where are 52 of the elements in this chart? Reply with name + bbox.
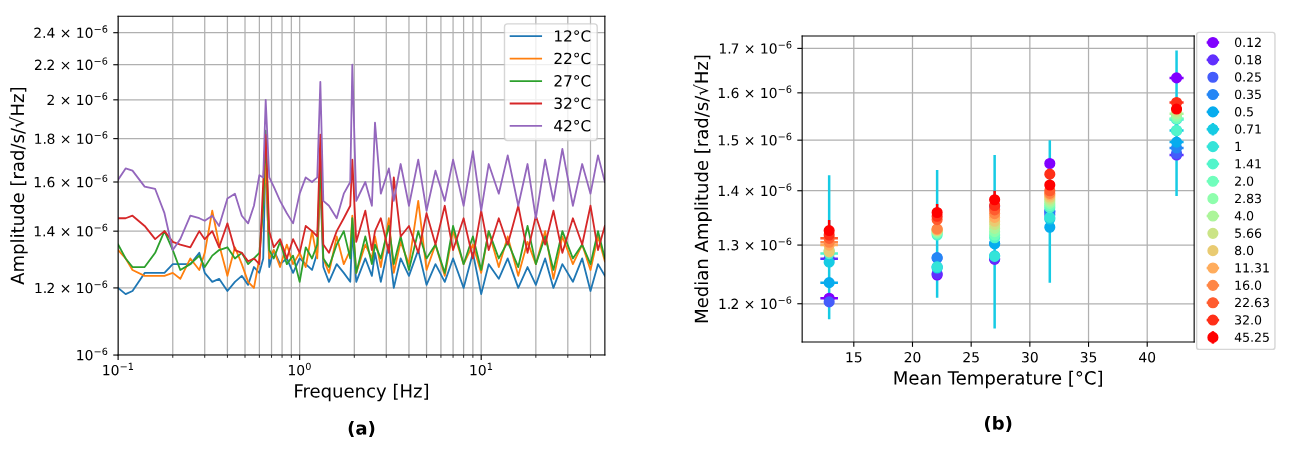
legend-label: 22°C (554, 52, 591, 65)
legend-label: 45.25 (1234, 332, 1269, 342)
legend-label: 11.31 (1235, 263, 1269, 273)
y-tick-label: 1.2 × 10$^{−6}$ (35, 280, 108, 294)
legend-label: 27°C (554, 75, 591, 87)
y-tick-label: 1.6 × 10$^{−6}$ (718, 85, 792, 99)
legend-label: 42°C (554, 119, 591, 132)
x-tick-label: 30 (1022, 351, 1038, 363)
x-tick-label: 10$^{0}$ (288, 362, 311, 376)
legend-label: 4.0 (1234, 211, 1254, 221)
legend-label: 12°C (555, 30, 591, 42)
x-tick-label: 10$^{−1}$ (103, 362, 134, 376)
legend-label: 0.5 (1234, 106, 1253, 117)
x-tick-label: 25 (963, 351, 979, 363)
legend-label: 0.35 (1234, 89, 1261, 100)
y-tick-label: 1.7 × 10$^{−6}$ (719, 41, 792, 54)
legend-label: 0.12 (1234, 37, 1261, 48)
legend-label: 32°C (554, 97, 591, 110)
y-tick-label: 1.5 × 10$^{−6}$ (718, 132, 792, 146)
legend-label: 0.18 (1234, 54, 1262, 65)
y-tick-label: 2 × 10$^{−6}$ (47, 92, 108, 106)
y-tick-label: 1.4 × 10$^{−6}$ (34, 223, 108, 237)
legend-label: 0.25 (1234, 72, 1261, 82)
legend-label: 16.0 (1235, 280, 1262, 290)
x-tick-label: 15 (846, 352, 862, 363)
y-tick-label: 2.2 × 10$^{−6}$ (34, 57, 108, 71)
y-tick-label: 2.4 × 10$^{−6}$ (34, 25, 108, 39)
legend-label: 8.0 (1235, 245, 1254, 256)
y-tick-label: 1.8 × 10$^{−6}$ (35, 131, 108, 144)
x-tick-label: 20 (904, 351, 921, 363)
y-tick-label: 1.3 × 10$^{−6}$ (718, 237, 792, 251)
legend-label: 22.63 (1235, 297, 1269, 308)
x-tick-label: 35 (1080, 351, 1097, 363)
y-axis-title: Median Amplitude [rad/s/√Hz] (693, 55, 712, 323)
y-tick-label: 1.4 × 10$^{−6}$ (718, 183, 792, 197)
x-axis-title: Frequency [Hz] (295, 383, 429, 402)
legend-label: 32.0 (1235, 315, 1262, 325)
legend-label: 5.66 (1235, 228, 1262, 238)
y-tick-label: 10$^{−6}$ (77, 347, 108, 361)
legend-label: 1 (1235, 141, 1241, 151)
x-tick-label: 40 (1139, 351, 1156, 363)
legend-label: 2.83 (1235, 193, 1261, 204)
legend-label: 2.0 (1235, 176, 1254, 186)
x-axis-title: Mean Temperature [°C] (894, 370, 1102, 389)
y-tick-label: 1.6 × 10$^{−6}$ (34, 174, 108, 188)
legend-label: 0.71 (1234, 124, 1261, 134)
legend-label: 1.41 (1235, 159, 1261, 169)
text: (b) (985, 415, 1012, 432)
text: (a) (348, 420, 375, 437)
x-tick-label: 10$^{1}$ (470, 362, 493, 376)
y-tick-label: 1.2 × 10$^{−6}$ (719, 296, 792, 310)
y-axis-title: Amplitude [rad/s/√Hz] (9, 87, 28, 285)
